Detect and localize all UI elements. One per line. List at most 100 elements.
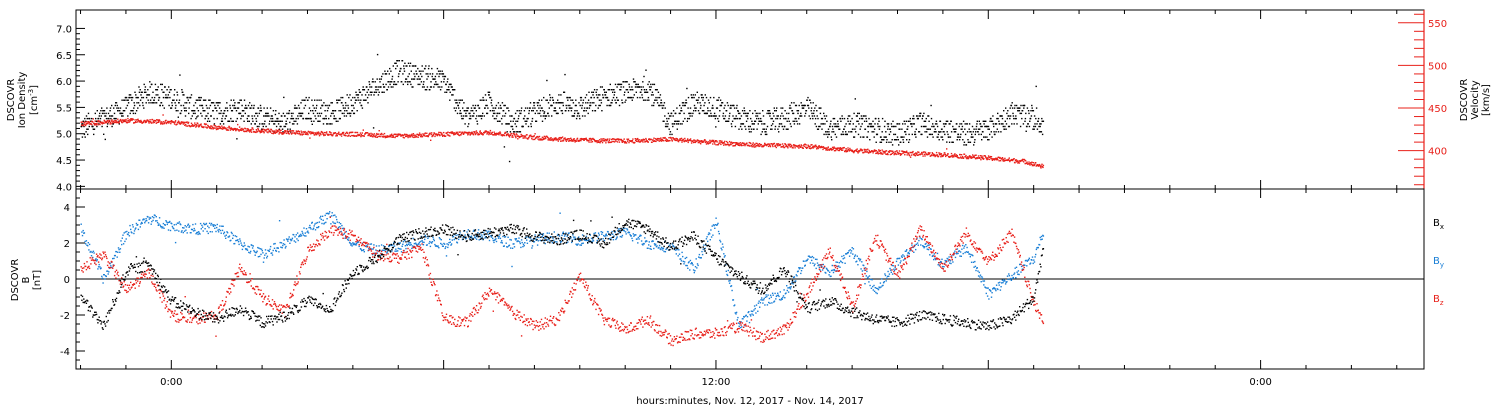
velocity-point xyxy=(539,136,540,137)
by-point xyxy=(238,244,239,245)
density-point xyxy=(1033,110,1034,111)
by-point xyxy=(151,221,152,222)
density-point xyxy=(290,118,291,119)
density-point xyxy=(318,100,319,101)
density-point xyxy=(441,81,442,82)
density-point xyxy=(837,126,838,127)
velocity-point xyxy=(880,150,881,151)
density-point xyxy=(463,102,464,103)
by-point xyxy=(97,268,98,269)
by-point xyxy=(234,243,235,244)
velocity-point xyxy=(822,149,823,150)
density-point xyxy=(300,113,301,114)
density-point xyxy=(994,134,995,135)
density-point xyxy=(679,113,680,114)
density-point xyxy=(743,123,744,124)
velocity-point xyxy=(588,141,589,142)
density-point xyxy=(657,102,658,103)
density-point xyxy=(491,105,492,106)
density-point xyxy=(367,102,368,103)
density-point xyxy=(883,139,884,140)
density-point xyxy=(868,118,869,119)
density-point xyxy=(657,97,658,98)
velocity-point xyxy=(708,141,709,142)
velocity-point xyxy=(430,133,431,134)
density-point xyxy=(697,100,698,101)
density-point xyxy=(843,129,844,130)
density-point xyxy=(588,100,589,101)
velocity-point xyxy=(1000,160,1001,161)
density-point xyxy=(688,97,689,98)
density-point xyxy=(913,115,914,116)
density-point xyxy=(862,123,863,124)
density-point xyxy=(359,89,360,90)
density-point xyxy=(249,102,250,103)
velocity-point xyxy=(107,120,108,121)
density-point xyxy=(770,129,771,130)
velocity-point xyxy=(422,136,423,137)
density-point xyxy=(899,129,900,130)
density-point xyxy=(689,115,690,116)
velocity-point xyxy=(744,145,745,146)
density-point xyxy=(234,105,235,106)
density-point xyxy=(342,113,343,114)
density-point xyxy=(345,107,346,108)
velocity-point xyxy=(239,126,240,127)
density-point xyxy=(134,92,135,93)
density-point xyxy=(887,123,888,124)
density-point xyxy=(393,65,394,66)
density-point xyxy=(537,102,538,103)
density-point xyxy=(680,123,681,124)
velocity-point xyxy=(420,134,421,135)
velocity-point xyxy=(564,137,565,138)
density-point xyxy=(202,107,203,108)
density-point xyxy=(567,97,568,98)
velocity-point xyxy=(809,146,810,147)
velocity-point xyxy=(125,119,126,120)
velocity-point xyxy=(492,132,493,133)
density-point xyxy=(645,70,646,71)
density-point xyxy=(860,129,861,130)
density-point xyxy=(529,107,530,108)
density-point xyxy=(470,118,471,119)
density-point xyxy=(381,76,382,77)
velocity-point xyxy=(940,156,941,157)
density-point xyxy=(456,102,457,103)
density-point xyxy=(243,115,244,116)
velocity-point xyxy=(634,142,635,143)
density-point xyxy=(833,123,834,124)
density-point xyxy=(403,65,404,66)
by-point xyxy=(260,254,261,255)
density-point xyxy=(990,118,991,119)
velocity-point xyxy=(512,135,513,136)
density-point xyxy=(196,100,197,101)
density-point xyxy=(388,86,389,87)
density-point xyxy=(813,110,814,111)
density-point xyxy=(667,121,668,122)
density-point xyxy=(412,65,413,66)
by-point xyxy=(222,226,223,227)
density-point xyxy=(561,102,562,103)
velocity-point xyxy=(483,134,484,135)
density-point xyxy=(225,107,226,108)
density-point xyxy=(1031,115,1032,116)
density-point xyxy=(970,142,971,143)
density-point xyxy=(598,107,599,108)
density-point xyxy=(926,131,927,132)
density-point xyxy=(316,100,317,101)
density-point xyxy=(558,94,559,95)
density-point xyxy=(255,113,256,114)
by-point xyxy=(254,251,255,252)
density-point xyxy=(746,121,747,122)
density-point xyxy=(348,97,349,98)
density-point xyxy=(85,136,86,137)
velocity-point xyxy=(411,135,412,136)
density-point xyxy=(118,107,119,108)
velocity-point xyxy=(431,132,432,133)
density-point xyxy=(123,110,124,111)
by-point xyxy=(202,227,203,228)
velocity-point xyxy=(862,149,863,150)
density-point xyxy=(164,107,165,108)
by-point xyxy=(129,225,130,226)
